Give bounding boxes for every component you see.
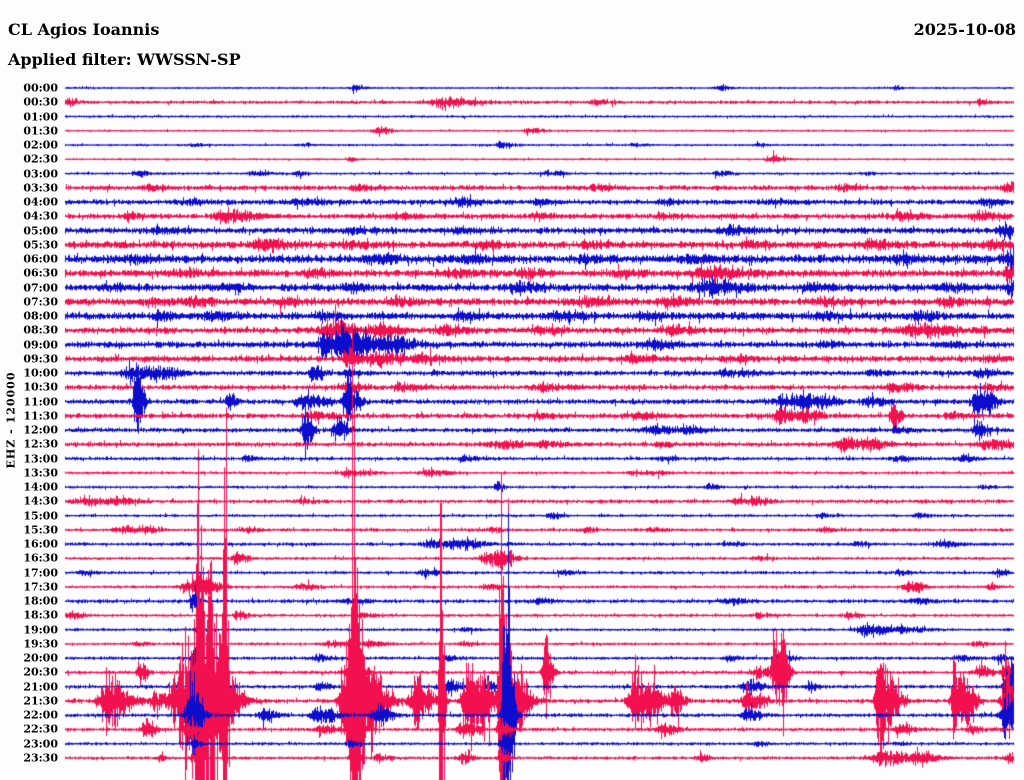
time-label: 14:30 (23, 494, 58, 508)
time-label: 02:30 (23, 152, 58, 166)
applied-filter-label: Applied filter: WWSSN-SP (8, 50, 241, 69)
time-label: 19:30 (23, 637, 58, 651)
time-label: 02:00 (23, 138, 58, 152)
time-label: 12:00 (23, 423, 58, 437)
time-label: 10:30 (23, 380, 58, 394)
time-label: 12:30 (23, 437, 58, 451)
time-label: 22:00 (23, 708, 58, 722)
time-label: 13:30 (23, 466, 58, 480)
time-label: 05:30 (23, 238, 58, 252)
time-label: 05:00 (23, 224, 58, 238)
time-label: 04:00 (23, 195, 58, 209)
time-label: 18:00 (23, 594, 58, 608)
time-label: 20:00 (23, 651, 58, 665)
time-label: 01:30 (23, 124, 58, 138)
time-label: 06:00 (23, 252, 58, 266)
time-label: 06:30 (23, 266, 58, 280)
time-label: 03:30 (23, 181, 58, 195)
time-label: 03:00 (23, 167, 58, 181)
time-label: 22:30 (23, 722, 58, 736)
time-label: 07:00 (23, 281, 58, 295)
time-axis: 00:00 00:30 01:00 01:30 02:00 02:30 03:00 03:30… (0, 0, 58, 780)
time-label: 08:00 (23, 309, 58, 323)
time-label: 09:30 (23, 352, 58, 366)
time-label: 23:00 (23, 737, 58, 751)
time-label: 20:30 (23, 665, 58, 679)
time-label: 15:00 (23, 509, 58, 523)
time-label: 08:30 (23, 323, 58, 337)
time-label: 13:00 (23, 452, 58, 466)
time-label: 15:30 (23, 523, 58, 537)
time-label: 16:30 (23, 551, 58, 565)
time-label: 07:30 (23, 295, 58, 309)
time-label: 11:30 (23, 409, 58, 423)
time-label: 04:30 (23, 209, 58, 223)
time-label: 19:00 (23, 623, 58, 637)
time-label: 10:00 (23, 366, 58, 380)
station-title: CL Agios Ioannis (8, 20, 160, 39)
time-label: 11:00 (23, 395, 58, 409)
time-label: 17:00 (23, 566, 58, 580)
time-label: 21:00 (23, 680, 58, 694)
time-label: 00:00 (23, 81, 58, 95)
time-label: 14:00 (23, 480, 58, 494)
time-label: 21:30 (23, 694, 58, 708)
time-label: 01:00 (23, 110, 58, 123)
time-label: 00:30 (23, 95, 58, 109)
time-label: 17:30 (23, 580, 58, 594)
time-label: 23:30 (23, 751, 58, 765)
date-label: 2025-10-08 (913, 20, 1016, 39)
time-label: 16:00 (23, 537, 58, 551)
time-label: 09:00 (23, 338, 58, 352)
time-label: 18:30 (23, 608, 58, 622)
